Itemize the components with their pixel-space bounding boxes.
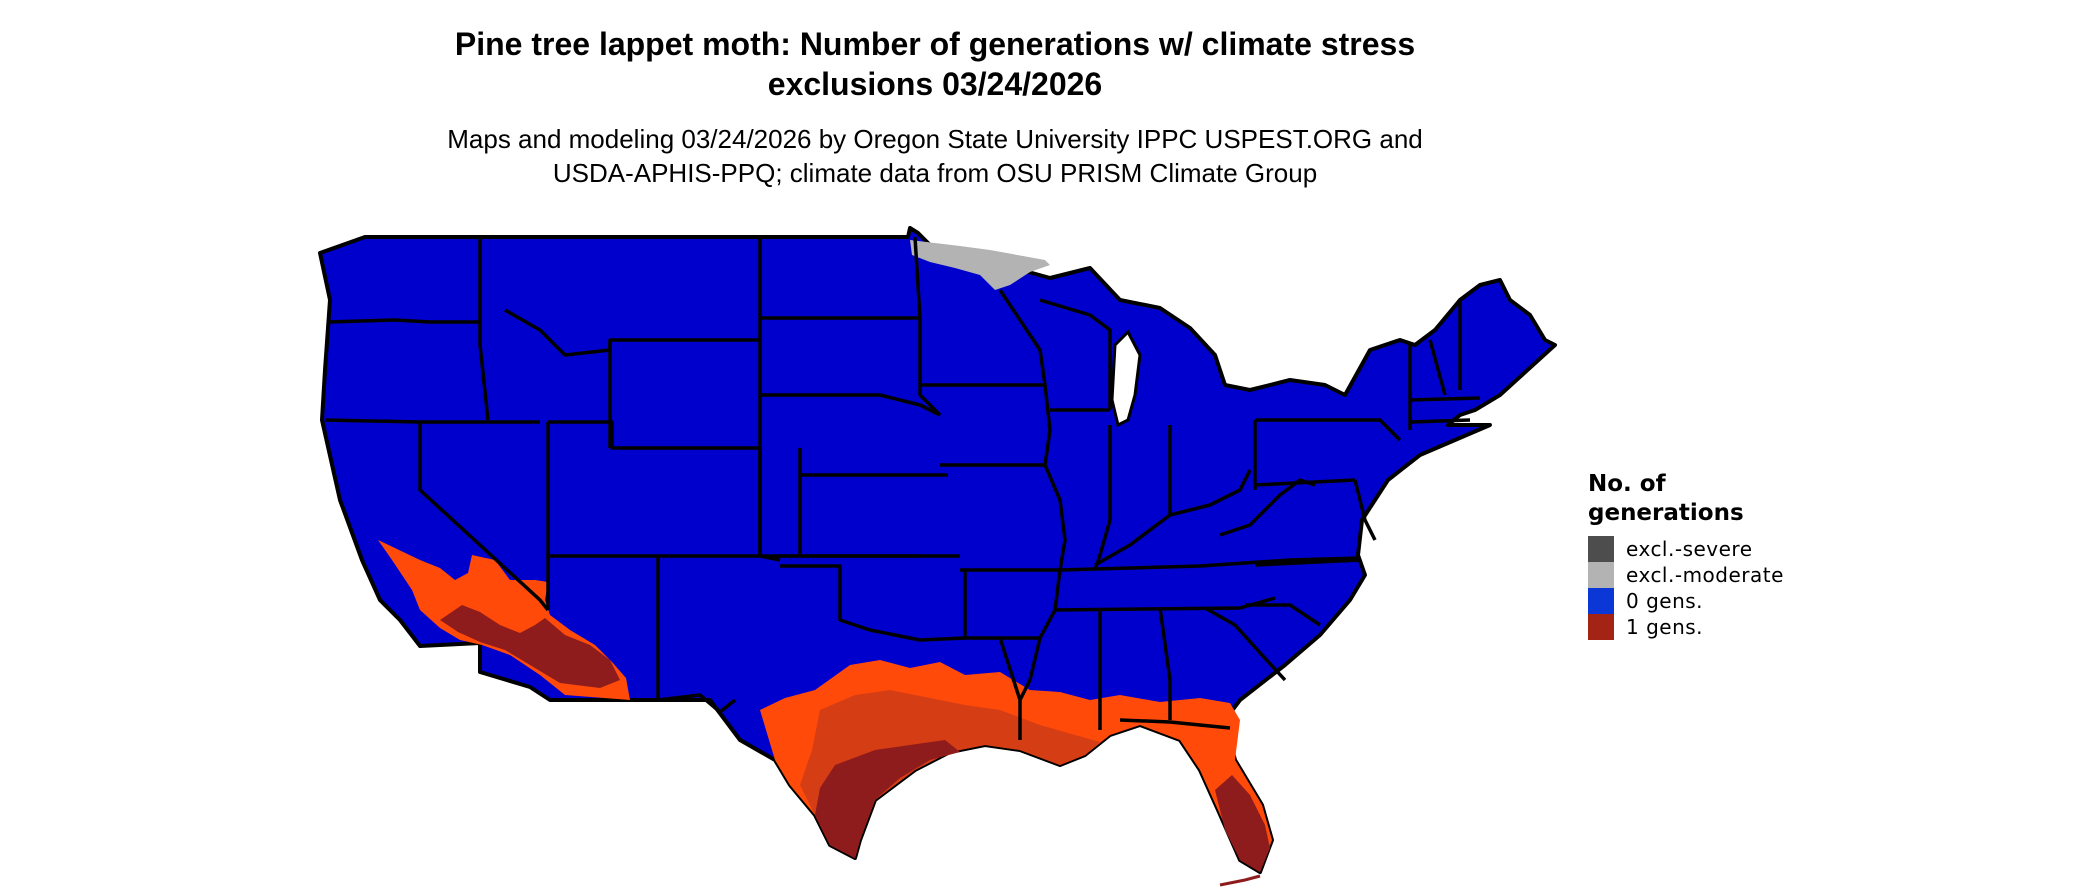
- state-borders: [324, 236, 1481, 740]
- border-ma: [1409, 396, 1481, 402]
- legend-item-0-gens: 0 gens.: [1588, 588, 1788, 614]
- legend-items: excl.-severe excl.-moderate 0 gens. 1 ge…: [1588, 536, 1788, 640]
- border-pa-md: [1254, 478, 1356, 487]
- legend-item-excl-moderate: excl.-moderate: [1588, 562, 1788, 588]
- border-pa-ny: [1255, 418, 1402, 442]
- florida-keys: [1219, 874, 1261, 887]
- border-nm-tx: [657, 693, 737, 714]
- border-fl-north: [1119, 718, 1231, 730]
- us-landmass: [318, 226, 1557, 874]
- legend-item-excl-severe: excl.-severe: [1588, 536, 1788, 562]
- moderate-exclusion-region: [910, 240, 1050, 290]
- border-id-west: [478, 237, 490, 421]
- legend-title: No. of generations: [1588, 470, 1788, 528]
- legend-label: excl.-severe: [1626, 537, 1753, 561]
- border-ky-tn: [1059, 556, 1361, 572]
- border-ga-sc: [1204, 606, 1287, 682]
- border-mt-south: [504, 308, 760, 357]
- legend-label: excl.-moderate: [1626, 563, 1784, 587]
- border-delmarva: [1353, 479, 1377, 541]
- subtitle-line-1: Maps and modeling 03/24/2026 by Oregon S…: [447, 124, 1423, 154]
- florida-one-generation-dark: [1215, 775, 1270, 872]
- map-title: Pine tree lappet moth: Number of generat…: [420, 24, 1450, 104]
- border-or-ca-nv: [324, 418, 540, 424]
- border-va-nc: [1254, 558, 1361, 567]
- title-line-1: Pine tree lappet moth: Number of generat…: [454, 26, 1416, 62]
- southwest-one-generation-dark: [440, 605, 620, 688]
- border-ca-nv: [418, 422, 550, 612]
- legend-swatch: [1588, 588, 1614, 614]
- border-mn-west: [913, 236, 942, 417]
- border-mi-wi: [1039, 298, 1112, 410]
- legend-swatch: [1588, 562, 1614, 588]
- border-ct-ri: [1409, 418, 1471, 424]
- lake-michigan: [1110, 329, 1142, 428]
- border-ohio-river: [1094, 469, 1252, 567]
- border-sd-ne: [760, 393, 941, 417]
- border-al-ga: [1158, 607, 1172, 720]
- gulf-one-generation-mid: [800, 690, 1100, 858]
- legend-title-line-1: No. of: [1588, 471, 1666, 497]
- map-legend: No. of generations excl.-severe excl.-mo…: [1588, 470, 1788, 640]
- map-subtitle: Maps and modeling 03/24/2026 by Oregon S…: [400, 122, 1470, 190]
- legend-label: 1 gens.: [1626, 615, 1704, 639]
- border-wa-or: [327, 318, 480, 324]
- legend-item-1-gens: 1 gens.: [1588, 614, 1788, 640]
- gulf-one-generation-dark: [815, 740, 960, 858]
- border-vt-nh: [1428, 339, 1447, 396]
- legend-title-line-2: generations: [1588, 500, 1744, 526]
- subtitle-line-2: USDA-APHIS-PPQ; climate data from OSU PR…: [552, 158, 1318, 188]
- border-tn-south: [1054, 596, 1276, 612]
- border-nc-sc: [1245, 603, 1321, 627]
- legend-swatch: [1588, 614, 1614, 640]
- legend-swatch: [1588, 536, 1614, 562]
- title-line-2: exclusions 03/24/2026: [767, 66, 1103, 102]
- legend-label: 0 gens.: [1626, 589, 1704, 613]
- border-mississippi-river: [998, 289, 1067, 701]
